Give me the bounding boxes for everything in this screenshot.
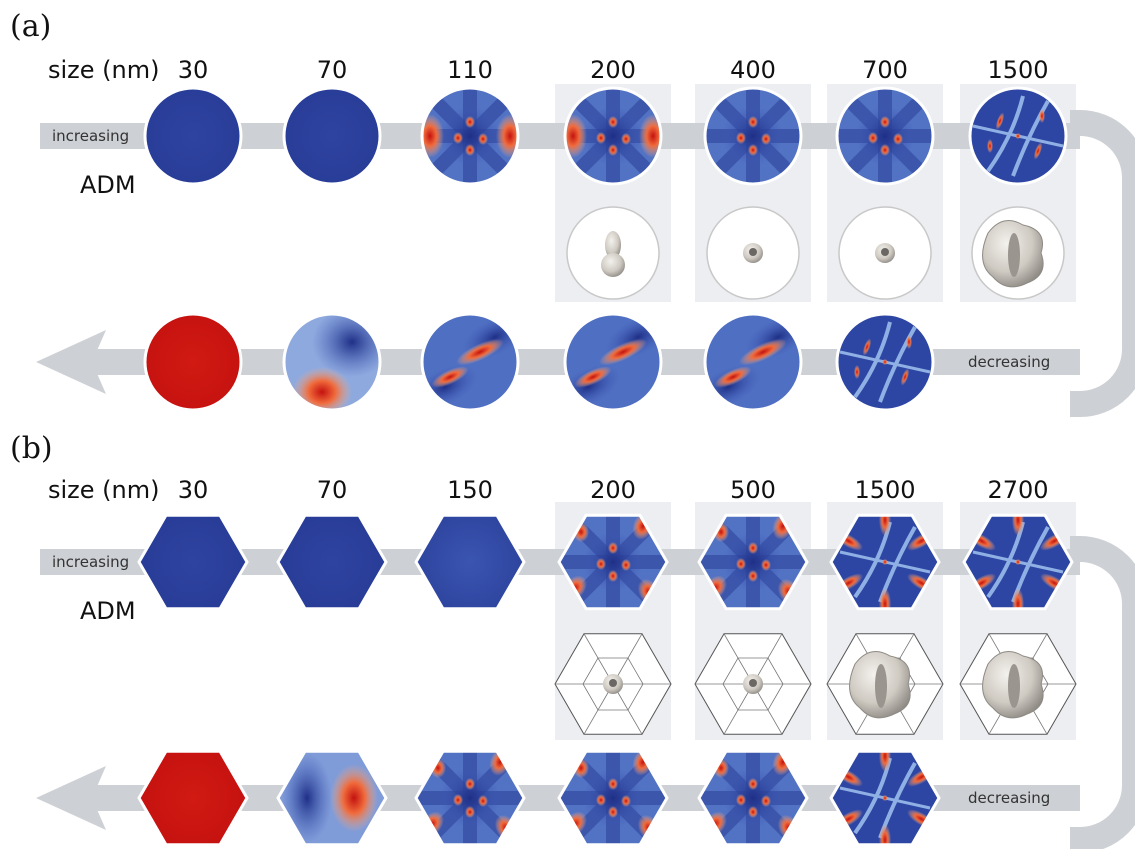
- size-label-5: 1500: [854, 476, 915, 504]
- decreasing-label: decreasing: [968, 789, 1050, 807]
- decreasing-state-4: [703, 312, 803, 412]
- arrow-head-left: [36, 766, 106, 830]
- isosurface-0: [554, 633, 672, 735]
- panel-label: (a): [10, 9, 51, 44]
- return-loop: [1070, 536, 1135, 849]
- increasing-state-2: [420, 86, 520, 186]
- increasing-state-3: [557, 513, 669, 611]
- isosurface-1: [694, 633, 812, 735]
- isosurface-1: [706, 206, 800, 300]
- size-label-5: 700: [862, 56, 908, 84]
- increasing-state-0: [137, 513, 249, 611]
- increasing-state-4: [697, 513, 809, 611]
- isosurface-2: [838, 206, 932, 300]
- decreasing-state-1: [276, 749, 388, 847]
- decreasing-state-0: [143, 312, 243, 412]
- decreasing-state-2: [420, 312, 520, 412]
- increasing-state-0: [143, 86, 243, 186]
- size-label-2: 110: [447, 56, 493, 84]
- increasing-label: increasing: [52, 127, 129, 145]
- size-label-0: 30: [178, 56, 209, 84]
- decreasing-state-5: [835, 312, 935, 412]
- isosurface-3: [971, 206, 1065, 300]
- method-label: ADM: [80, 171, 136, 199]
- isosurface-0: [566, 206, 660, 300]
- increasing-state-1: [282, 86, 382, 186]
- increasing-label: increasing: [52, 553, 129, 571]
- size-label-1: 70: [317, 476, 348, 504]
- increasing-state-4: [703, 86, 803, 186]
- size-label-4: 400: [730, 56, 776, 84]
- decreasing-state-5: [829, 749, 941, 847]
- size-label-6: 2700: [987, 476, 1048, 504]
- arrow-head-left: [36, 330, 106, 394]
- increasing-state-2: [414, 513, 526, 611]
- size-label-3: 200: [590, 56, 636, 84]
- decreasing-state-1: [282, 312, 382, 412]
- increasing-state-6: [962, 513, 1074, 611]
- size-axis-title: size (nm): [48, 476, 159, 504]
- increasing-state-3: [563, 86, 663, 186]
- increasing-state-6: [968, 86, 1068, 186]
- decreasing-state-4: [697, 749, 809, 847]
- panel-b: (b) size (nm) increasing ADM decreasing 30 70 1…: [10, 431, 1135, 849]
- return-loop: [1070, 110, 1135, 417]
- size-label-6: 1500: [987, 56, 1048, 84]
- method-label: ADM: [80, 597, 136, 625]
- decreasing-label: decreasing: [968, 353, 1050, 371]
- size-label-4: 500: [730, 476, 776, 504]
- isosurface-2: [826, 633, 944, 735]
- isosurface-3: [959, 633, 1077, 735]
- size-label-0: 30: [178, 476, 209, 504]
- increasing-state-1: [276, 513, 388, 611]
- size-label-2: 150: [447, 476, 493, 504]
- decreasing-state-3: [557, 749, 669, 847]
- decreasing-state-3: [563, 312, 663, 412]
- size-label-1: 70: [317, 56, 348, 84]
- decreasing-state-0: [137, 749, 249, 847]
- panel-label: (b): [10, 431, 53, 466]
- size-axis-title: size (nm): [48, 56, 159, 84]
- decreasing-state-2: [414, 749, 526, 847]
- size-label-3: 200: [590, 476, 636, 504]
- panel-a: (a) size (nm) increasing ADM decreasing 30 70 1…: [10, 9, 1135, 417]
- increasing-state-5: [835, 86, 935, 186]
